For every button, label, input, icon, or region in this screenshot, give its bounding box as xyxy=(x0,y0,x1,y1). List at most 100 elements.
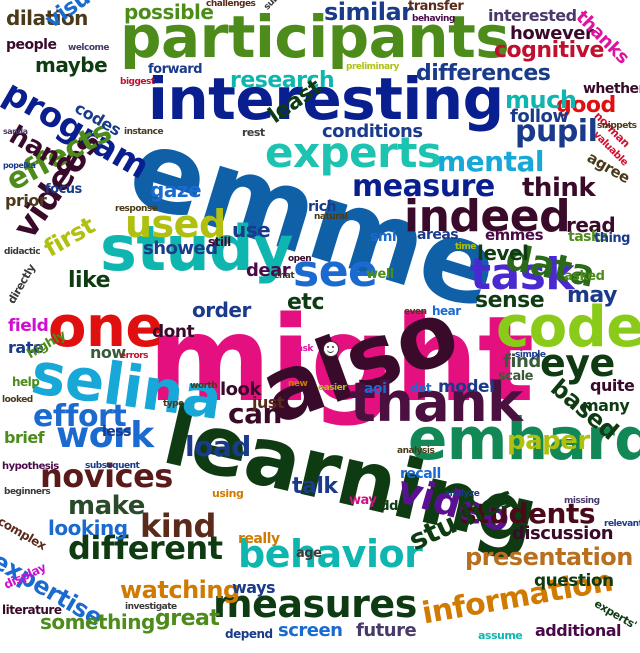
word-find: find xyxy=(503,351,541,372)
word-study: study xyxy=(100,212,293,285)
word-type: type xyxy=(163,399,184,409)
word-aoi: aoi xyxy=(364,381,387,397)
word-forward: forward xyxy=(148,62,203,77)
word-paper: paper xyxy=(507,426,590,456)
word-thing: thing xyxy=(594,231,631,246)
word-participants: participants xyxy=(120,3,510,71)
word-question: question xyxy=(534,571,614,591)
word-follow: follow xyxy=(510,106,569,127)
word-great: great xyxy=(155,606,220,631)
word-see: see xyxy=(293,246,378,297)
word-less: less xyxy=(102,424,131,440)
word-future: future xyxy=(356,620,417,641)
word-whether: whether xyxy=(583,81,640,97)
word-subsequent: subsequent xyxy=(85,461,140,471)
word-conditions: conditions xyxy=(322,121,423,142)
word-good: good xyxy=(556,93,616,118)
word-etc: etc xyxy=(287,290,324,315)
word-dot: dot xyxy=(410,381,432,395)
word-model: model xyxy=(438,377,495,397)
word-field: field xyxy=(8,316,49,336)
word-talk: talk xyxy=(292,474,338,499)
word-depend: depend xyxy=(225,627,273,641)
word-measures: measures xyxy=(213,582,417,626)
word-ask: ask xyxy=(297,344,313,354)
word-tasks: tasks xyxy=(568,229,608,245)
word-discussion: discussion xyxy=(512,523,614,544)
word-ways: ways xyxy=(232,578,276,597)
word-add: add xyxy=(372,499,398,514)
word-interesting: interesting xyxy=(148,65,504,133)
word-code: code xyxy=(496,295,640,360)
word-additional: additional xyxy=(535,621,621,640)
word-focus: focus xyxy=(45,182,82,197)
word-didactic: didactic xyxy=(4,247,41,257)
word-look: look xyxy=(220,379,261,400)
word-literature: literature xyxy=(2,603,62,617)
word-rest: rest xyxy=(242,126,265,139)
word-people: people xyxy=(6,37,57,53)
word-work: work xyxy=(56,415,154,456)
word-new: new xyxy=(288,379,308,389)
word-investigate: investigate xyxy=(125,602,177,612)
word-errors: errors xyxy=(120,351,148,361)
word-mental: mental xyxy=(437,145,544,178)
word-might: might xyxy=(148,290,534,428)
word-hypothesis: hypothesis xyxy=(2,461,59,472)
word-just: just xyxy=(252,393,285,412)
word-pupil: pupil xyxy=(515,114,598,149)
word-students: students xyxy=(460,497,596,530)
word-now: now xyxy=(90,343,126,362)
word-areas: areas xyxy=(417,227,459,243)
word-something: something xyxy=(40,610,155,634)
word-scale: scale xyxy=(498,369,534,384)
word-task: task xyxy=(470,249,575,300)
word-different: different xyxy=(68,529,223,567)
word-hear: hear xyxy=(432,304,461,318)
word-rate: rate xyxy=(8,338,44,357)
word-sanda: sanda xyxy=(3,127,28,136)
word-measure: measure xyxy=(352,169,495,204)
word-screen: screen xyxy=(278,620,343,641)
word-indeed: indeed xyxy=(404,191,571,242)
word-experts: experts xyxy=(265,128,442,177)
word-directly: directly xyxy=(5,262,39,306)
word-age: age xyxy=(296,546,322,561)
word-make: make xyxy=(68,491,145,521)
word-effort: effort xyxy=(33,399,127,434)
word-novices: novices xyxy=(40,457,173,495)
word-gaze: gaze xyxy=(150,178,202,202)
word-chat: chat xyxy=(274,271,295,281)
word-snippets: snippets xyxy=(597,121,637,131)
word-response: response xyxy=(115,204,158,214)
word-may: may xyxy=(567,283,617,308)
word-much: much xyxy=(505,86,577,114)
word-simple: simple xyxy=(515,350,546,360)
word-challenges: challenges xyxy=(206,0,256,9)
word-rich: rich xyxy=(308,199,336,215)
word-assume: assume xyxy=(478,629,523,642)
word-complex: complex xyxy=(0,514,49,553)
word-time: time xyxy=(455,242,476,252)
word-transfer: transfer xyxy=(408,0,464,14)
word-beginners: beginners xyxy=(4,487,51,497)
word-preliminary: preliminary xyxy=(346,62,399,72)
word-welcome: welcome xyxy=(68,43,110,53)
word-differences: differences xyxy=(416,61,551,86)
word-eye: eye xyxy=(540,341,615,385)
word-however: however xyxy=(510,23,594,44)
word-similar: similar xyxy=(324,0,413,26)
smiley-icon xyxy=(323,341,339,357)
word-cognitive: cognitive xyxy=(494,38,604,63)
word-dont: dont xyxy=(152,322,195,342)
word-emmes: emmes xyxy=(485,226,544,244)
word-asked: asked xyxy=(564,269,605,284)
word-looking: looking xyxy=(48,516,128,540)
word-easier: easier xyxy=(318,383,347,393)
word-presentation: presentation xyxy=(465,543,633,571)
word-interested: interested xyxy=(488,6,577,25)
word-can: can xyxy=(228,397,282,430)
word-help: help xyxy=(12,375,40,389)
